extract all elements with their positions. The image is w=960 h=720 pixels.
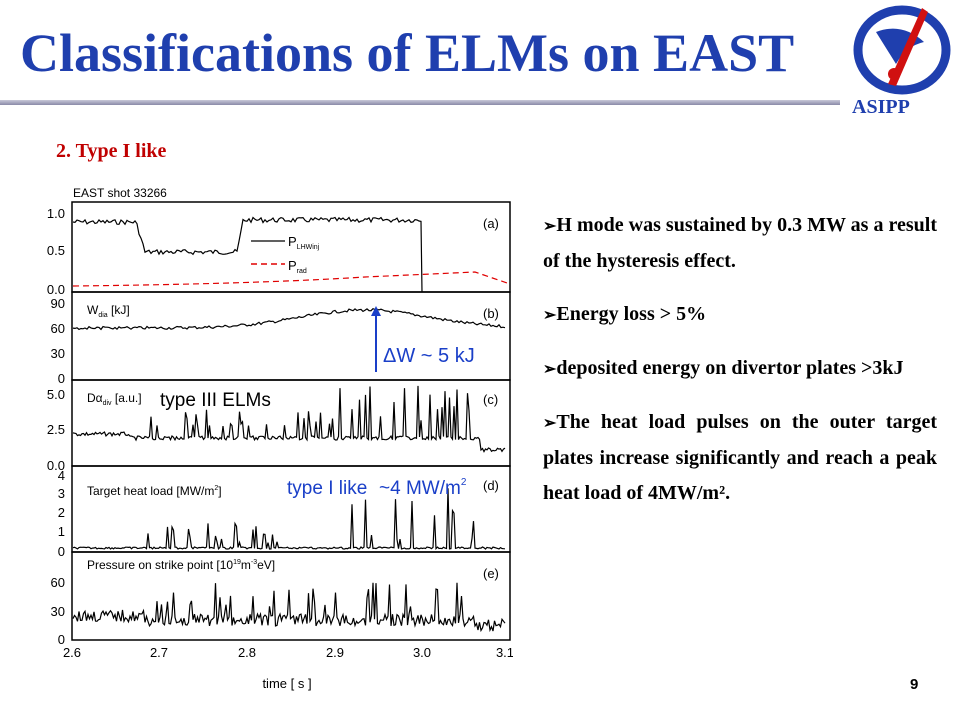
type-i-like-annotation: type I like [287, 478, 367, 499]
panel-a-letter: (a) [483, 216, 499, 231]
title-underline [0, 100, 840, 105]
panel-e-label: Pressure on strike point [1019m-3eV] [87, 558, 275, 572]
panel-a-ytick: 0.5 [47, 243, 65, 258]
panel-c-ytick: 0.0 [47, 458, 65, 473]
panel-b-ytick: 90 [51, 296, 65, 311]
elm-timetrace-figure: EAST shot 33266 1.0 0.5 0.0 (a) PLHWinj … [47, 186, 513, 691]
panel-a-ytick: 1.0 [47, 206, 65, 221]
section-subheading: 2. Type I like [56, 140, 167, 162]
panel-e-frame [71, 551, 511, 641]
trace-dalpha [72, 385, 506, 453]
x-tick: 2.8 [238, 645, 256, 660]
peak-load-annotation: ~4 MW/m2 [379, 477, 467, 499]
trace-plhw [72, 216, 423, 293]
bullet-item: ➢deposited energy on divertor plates >3k… [543, 357, 904, 379]
x-tick: 2.9 [326, 645, 344, 660]
bullet-item: ➢Energy loss > 5% [543, 303, 707, 325]
asipp-logo [853, 5, 951, 95]
trace-pressure [72, 582, 506, 633]
arrow-bullet-icon: ➢ [543, 218, 557, 235]
panel-d-ytick: 4 [58, 468, 65, 483]
panel-c-letter: (c) [483, 392, 498, 407]
panel-e-ytick: 30 [51, 604, 65, 619]
panel-b-ytick: 30 [51, 346, 65, 361]
panel-d-ytick: 1 [58, 524, 65, 539]
page-number: 9 [910, 676, 919, 693]
legend-plhw: PLHWinj [288, 234, 320, 251]
panel-e-ytick: 60 [51, 575, 65, 590]
legend-prad: Prad [288, 258, 307, 275]
x-tick: 3.1 [496, 645, 513, 660]
panel-d-label: Target heat load [MW/m2] [87, 484, 222, 498]
panel-d-letter: (d) [483, 478, 499, 493]
bullet-list: ➢H mode was sustained by 0.3 MW as a res… [543, 208, 937, 529]
x-tick: 2.6 [63, 645, 81, 660]
logo-text: ASIPP [852, 96, 910, 118]
type-iii-annotation: type III ELMs [160, 390, 271, 411]
arrow-bullet-icon: ➢ [543, 307, 557, 324]
arrow-bullet-icon: ➢ [543, 415, 557, 432]
panel-d-ytick: 0 [58, 544, 65, 559]
delta-w-annotation: ΔW ~ 5 kJ [383, 345, 475, 367]
panel-b-ytick: 60 [51, 321, 65, 336]
panel-c-ytick: 5.0 [47, 387, 65, 402]
x-tick: 3.0 [413, 645, 431, 660]
panel-d-ytick: 2 [58, 505, 65, 520]
trace-prad [72, 271, 511, 287]
shot-label: EAST shot 33266 [73, 186, 167, 200]
x-axis-label: time [ s ] [262, 676, 311, 691]
panel-b-letter: (b) [483, 306, 499, 321]
bullet-item: ➢The heat load pulses on the outer targe… [543, 411, 937, 504]
panel-d-ytick: 3 [58, 486, 65, 501]
panel-c-ytick: 2.5 [47, 422, 65, 437]
arrow-bullet-icon: ➢ [543, 361, 557, 378]
bullet-item: ➢H mode was sustained by 0.3 MW as a res… [543, 214, 937, 272]
slide-title: Classifications of ELMs on EAST [20, 23, 795, 83]
panel-a-ytick: 0.0 [47, 282, 65, 297]
panel-c-label: Dαdiv [a.u.] [87, 391, 142, 407]
panel-e-letter: (e) [483, 566, 499, 581]
panel-b-ytick: 0 [58, 371, 65, 386]
panel-b-label: Wdia [kJ] [87, 303, 130, 319]
trace-heatload [72, 488, 506, 551]
x-tick: 2.7 [150, 645, 168, 660]
trace-wdia [72, 307, 506, 331]
panel-e-ytick: 0 [58, 632, 65, 647]
